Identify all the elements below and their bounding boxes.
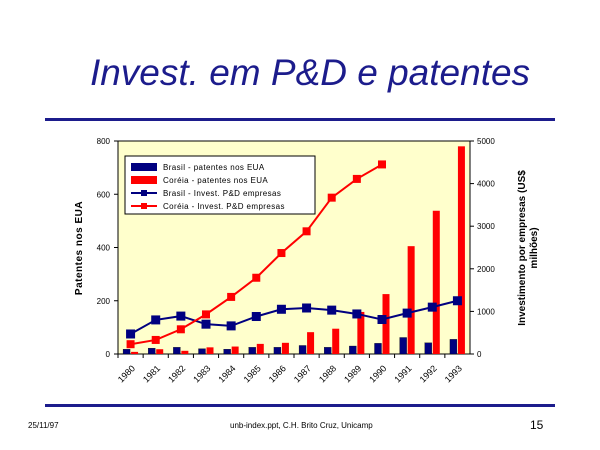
right-tick-label: 5000 xyxy=(477,137,495,146)
y-axis-title: Patentes nos EUA xyxy=(74,201,85,295)
x-tick-label: 1982 xyxy=(166,363,187,384)
x-tick-label: 1990 xyxy=(367,363,388,384)
legend-label: Coréia - Invest. P&D empresas xyxy=(163,202,285,211)
point-coreia-invest xyxy=(327,193,336,202)
point-coreia-invest xyxy=(151,335,160,344)
bar-coreia-patents xyxy=(206,347,214,354)
x-tick-label: 1984 xyxy=(216,363,237,384)
bar-brasil-patents xyxy=(449,339,458,355)
x-tick-label: 1991 xyxy=(392,363,413,384)
left-tick-label: 400 xyxy=(97,244,111,253)
point-brasil-invest xyxy=(276,304,286,314)
point-brasil-invest xyxy=(251,312,261,322)
bar-coreia-patents xyxy=(432,210,440,354)
x-tick-label: 1993 xyxy=(443,363,464,384)
point-coreia-invest xyxy=(227,292,236,301)
footer-divider xyxy=(45,404,555,407)
point-brasil-invest xyxy=(352,309,362,319)
point-coreia-invest xyxy=(202,310,210,319)
x-tick-label: 1988 xyxy=(317,363,338,384)
point-coreia-invest xyxy=(277,249,286,258)
point-brasil-invest xyxy=(226,321,236,331)
x-tick-label: 1987 xyxy=(292,363,313,384)
legend-swatch xyxy=(131,176,157,184)
x-tick-label: 1989 xyxy=(342,363,363,384)
bar-brasil-patents xyxy=(248,347,256,355)
bar-brasil-patents xyxy=(273,347,282,355)
bar-coreia-patents xyxy=(281,342,289,354)
legend-marker xyxy=(141,190,147,196)
slide-title: Invest. em P&D e patentes xyxy=(89,52,531,93)
point-brasil-invest xyxy=(302,303,312,313)
point-coreia-invest xyxy=(126,340,135,349)
bar-coreia-patents xyxy=(382,294,390,354)
bar-brasil-patents xyxy=(148,347,156,355)
footer-date: 25/11/97 xyxy=(28,421,59,430)
point-brasil-invest xyxy=(126,329,136,339)
x-tick-label: 1992 xyxy=(418,363,439,384)
point-coreia-invest xyxy=(352,174,361,183)
legend-label: Brasil - Invest. P&D empresas xyxy=(163,189,281,198)
x-tick-label: 1983 xyxy=(191,363,212,384)
bar-brasil-patents xyxy=(374,343,382,355)
legend-swatch xyxy=(131,163,157,171)
point-coreia-invest xyxy=(176,325,185,334)
point-coreia-invest xyxy=(252,273,261,282)
left-tick-label: 600 xyxy=(97,190,111,199)
bar-brasil-patents xyxy=(324,347,332,355)
legend-marker xyxy=(141,203,147,209)
point-brasil-invest xyxy=(402,308,412,318)
right-tick-label: 3000 xyxy=(477,222,495,231)
point-brasil-invest xyxy=(377,314,387,324)
bar-coreia-patents xyxy=(357,311,365,354)
point-coreia-invest xyxy=(302,227,311,236)
legend-label: Coréia - patentes nos EUA xyxy=(163,176,268,185)
point-brasil-invest xyxy=(201,319,211,329)
point-brasil-invest xyxy=(176,311,186,321)
footer-source: unb-index.ppt, C.H. Brito Cruz, Unicamp xyxy=(230,421,373,430)
left-tick-label: 800 xyxy=(97,137,111,146)
bar-brasil-patents xyxy=(173,347,181,355)
point-coreia-invest xyxy=(378,160,386,169)
bar-brasil-patents xyxy=(349,345,357,355)
x-tick-label: 1986 xyxy=(267,363,288,384)
right-tick-label: 2000 xyxy=(477,265,495,274)
title-divider xyxy=(45,118,555,121)
bar-brasil-patents xyxy=(298,345,307,355)
point-brasil-invest xyxy=(427,302,437,312)
bar-coreia-patents xyxy=(156,349,164,354)
bar-brasil-patents xyxy=(399,337,407,355)
bar-brasil-patents xyxy=(198,348,206,355)
bar-brasil-patents xyxy=(122,349,131,355)
point-brasil-invest xyxy=(151,315,161,325)
right-tick-label: 1000 xyxy=(477,307,495,316)
right-tick-label: 0 xyxy=(477,350,482,359)
x-tick-label: 1985 xyxy=(242,363,263,384)
bar-brasil-patents xyxy=(223,349,231,355)
bar-coreia-patents xyxy=(307,332,315,354)
point-brasil-invest xyxy=(452,296,462,306)
bar-coreia-patents xyxy=(332,328,340,354)
bar-coreia-patents xyxy=(256,343,264,354)
bar-brasil-patents xyxy=(424,342,432,355)
bar-coreia-patents xyxy=(181,350,189,354)
legend-label: Brasil - patentes nos EUA xyxy=(163,163,265,172)
bar-coreia-patents xyxy=(131,351,139,354)
bar-coreia-patents xyxy=(407,246,415,354)
y2-axis-title: Investimento por empresas (US$milhões) xyxy=(517,170,540,326)
bar-coreia-patents xyxy=(457,146,465,354)
left-tick-label: 200 xyxy=(97,297,111,306)
slide-number: 15 xyxy=(530,418,544,432)
right-tick-label: 4000 xyxy=(477,180,495,189)
left-tick-label: 0 xyxy=(106,350,111,359)
x-tick-label: 1980 xyxy=(116,363,137,384)
bar-coreia-patents xyxy=(231,346,239,354)
x-tick-label: 1981 xyxy=(141,363,162,384)
point-brasil-invest xyxy=(327,305,337,315)
